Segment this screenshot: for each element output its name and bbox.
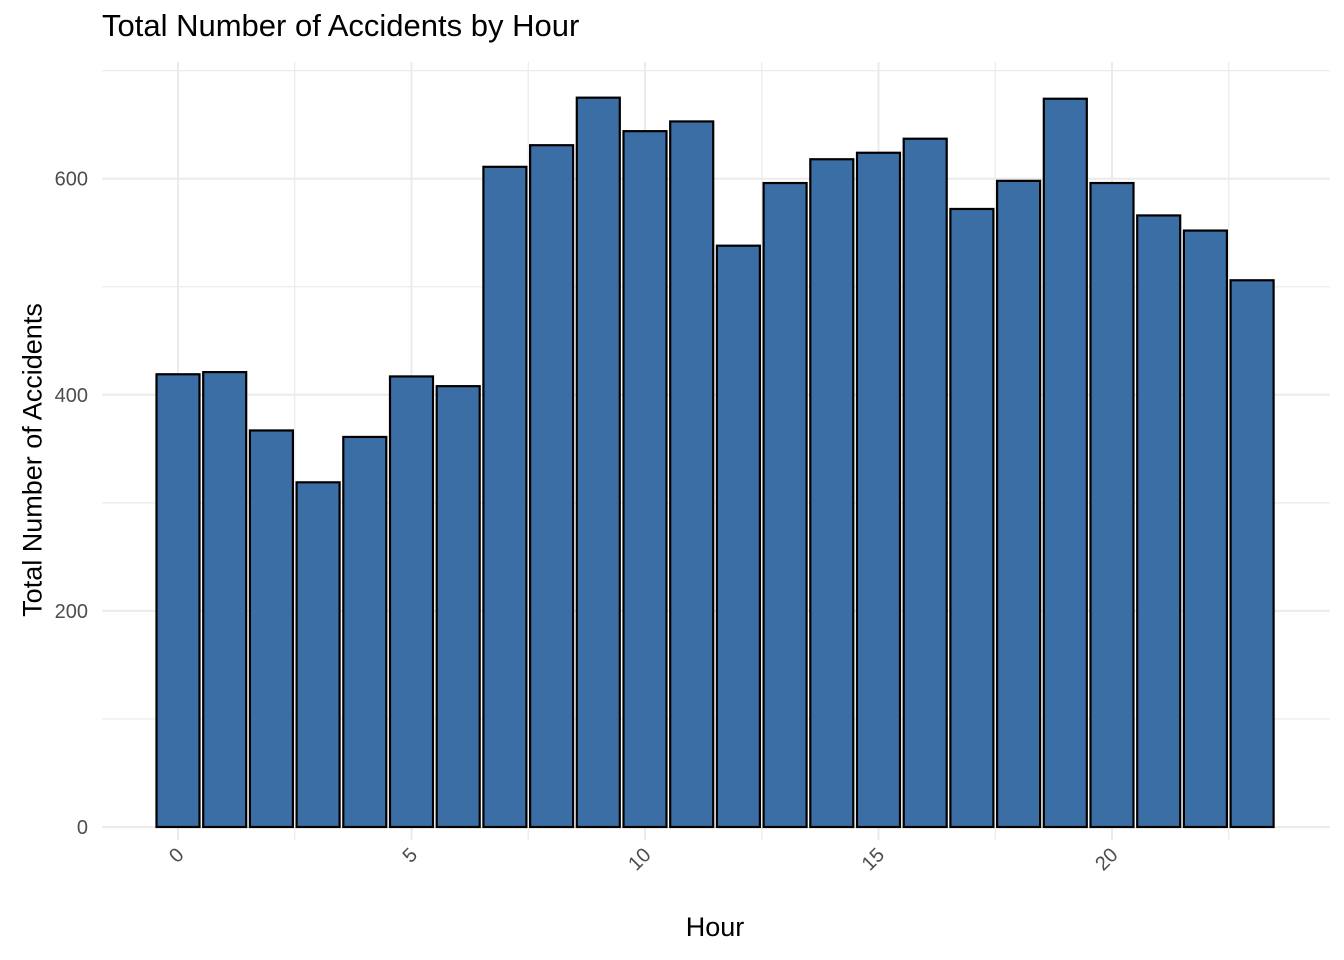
bar-hour-8: [528, 144, 575, 829]
bar-hour-6: [435, 385, 481, 829]
bar-hour-0: [155, 373, 201, 829]
y-axis-ticks: 0 200 400 600: [55, 169, 88, 839]
bar-hour-4: [342, 435, 388, 829]
y-tick-label: 600: [55, 169, 88, 191]
y-tick-label: 400: [55, 385, 88, 407]
bar-hour-17: [949, 207, 995, 829]
bar-hour-15: [855, 151, 902, 829]
bar-hour-23: [1229, 279, 1275, 829]
x-axis-ticks: 0 5 10 15 20: [165, 844, 1122, 875]
bar-hour-1: [202, 371, 248, 829]
bar-hour-22: [1182, 229, 1229, 829]
bar-hour-21: [1136, 214, 1182, 829]
bar-hour-12: [715, 244, 762, 829]
y-tick-label: 200: [55, 601, 88, 623]
bar-hour-13: [762, 181, 808, 829]
x-tick-label: 0: [165, 844, 188, 867]
bar-hour-16: [902, 137, 948, 829]
bar-hour-9: [575, 96, 621, 829]
bar-hour-3: [295, 481, 341, 829]
bar-hour-2: [248, 429, 294, 829]
bars: [155, 96, 1275, 829]
x-tick-label: 10: [624, 844, 655, 875]
x-tick-label: 15: [858, 844, 889, 875]
bar-hour-18: [995, 179, 1042, 829]
x-tick-label: 5: [399, 844, 422, 867]
chart-title: Total Number of Accidents by Hour: [102, 8, 580, 43]
bar-hour-5: [388, 375, 435, 829]
bar-hour-19: [1042, 97, 1088, 829]
y-tick-label: 0: [77, 817, 88, 839]
bar-hour-14: [809, 158, 855, 829]
bar-hour-10: [622, 130, 668, 829]
bar-hour-20: [1089, 181, 1135, 829]
y-axis-label: Total Number of Accidents: [17, 303, 48, 617]
x-axis-label: Hour: [685, 912, 745, 942]
bar-hour-7: [482, 165, 528, 829]
bar-hour-11: [669, 120, 715, 829]
x-tick-label: 20: [1091, 844, 1122, 875]
